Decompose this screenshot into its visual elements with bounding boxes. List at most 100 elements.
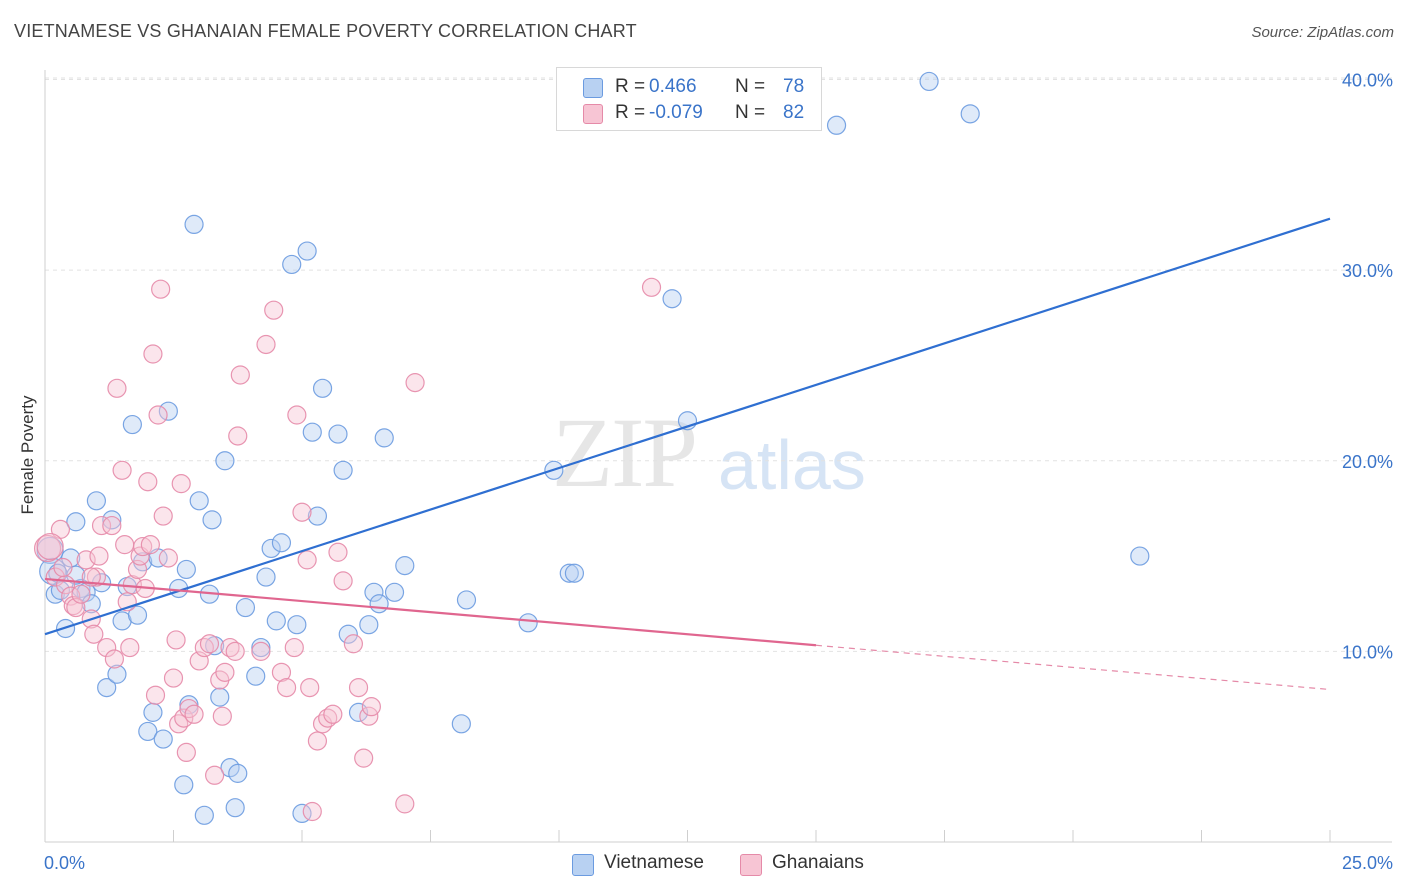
point-ghanaians [284,637,304,658]
point-vietnamese [1130,546,1150,566]
point-ghanaians [328,542,348,562]
legend-n-label: N = [735,76,766,97]
point-ghanaians [212,706,232,726]
point-ghanaians [163,668,184,688]
point-vietnamese [235,597,256,618]
bottom-legend-swatch-vietnamese [572,854,594,876]
point-vietnamese [174,775,194,795]
point-vietnamese [662,289,682,309]
legend-r-label: R = [615,76,646,97]
point-vietnamese [559,563,579,583]
point-ghanaians [153,506,173,526]
legend-n-value: 82 [783,102,805,123]
point-ghanaians [151,279,171,299]
point-vietnamese [328,424,348,444]
point-ghanaians [107,378,127,398]
watermark-zip: ZIP [552,397,698,508]
trend-line-vietnamese [44,217,1331,636]
y-tick-label: 20.0% [1342,452,1393,472]
point-vietnamese [122,414,142,435]
watermark-atlas: atlas [718,426,866,504]
point-ghanaians [102,515,122,536]
point-ghanaians [158,548,178,568]
point-ghanaians [271,662,292,682]
point-vietnamese [302,422,322,442]
point-ghanaians [145,685,166,705]
point-ghanaians [76,550,96,570]
point-vietnamese [97,677,117,698]
point-ghanaians [302,801,322,822]
point-ghanaians [112,460,132,480]
legend-n-value: 78 [783,76,805,97]
point-vietnamese [564,563,585,583]
legend-r-value: -0.079 [649,102,703,123]
point-ghanaians [215,662,235,682]
gridlines [45,77,1392,652]
point-ghanaians [174,708,194,728]
point-ghanaians [264,300,284,320]
correlation-legend: R = 0.466 N = 78 R = -0.079 N = 82 [556,67,822,131]
point-ghanaians [36,532,64,561]
point-ghanaians [307,731,328,751]
point-vietnamese [107,664,127,684]
point-vietnamese [138,721,158,742]
point-ghanaians [287,405,307,425]
legend-r-value: 0.466 [649,76,697,97]
point-ghanaians [89,546,109,566]
point-ghanaians [205,765,225,785]
point-ghanaians [300,677,320,698]
point-ghanaians [225,641,245,661]
point-ghanaians [148,405,168,425]
y-tick-label: 30.0% [1342,261,1393,281]
y-tick-label: 40.0% [1342,71,1393,91]
point-ghanaians [220,637,240,658]
point-vietnamese [86,491,107,511]
point-vietnamese [184,214,204,234]
point-vietnamese [225,798,245,818]
point-vietnamese [194,805,214,825]
point-ghanaians [194,637,214,658]
point-ghanaians [184,704,204,724]
point-ghanaians [104,649,124,669]
point-ghanaians [354,748,374,768]
point-ghanaians [405,373,425,393]
point-vietnamese [287,615,307,635]
source-note: Source: ZipAtlas.com [1251,24,1394,41]
point-vietnamese [158,401,178,421]
point-vietnamese [826,115,847,135]
point-ghanaians [33,534,62,563]
point-ghanaians [348,677,369,698]
point-vietnamese [374,428,394,448]
point-ghanaians [199,634,220,654]
point-ghanaians [318,708,338,728]
trend-line-ghanaians [44,577,817,647]
point-ghanaians [361,697,381,717]
point-ghanaians [323,704,343,724]
legend-swatch-vietnamese [583,78,603,98]
point-ghanaians [71,584,91,604]
point-vietnamese [919,71,939,92]
bottom-legend-swatch-ghanaians [740,854,762,876]
point-vietnamese [271,533,292,553]
point-vietnamese [228,763,248,783]
point-vietnamese [297,241,317,261]
point-vietnamese [456,590,477,610]
point-ghanaians [343,634,363,654]
point-vietnamese [256,567,276,587]
point-vietnamese [395,556,415,576]
point-vietnamese [189,491,209,511]
bottom-legend-label: Vietnamese [604,852,704,873]
point-ghanaians [230,365,250,385]
point-ghanaians [312,714,333,734]
point-ghanaians [138,472,158,492]
trend-lines [44,217,1331,691]
point-ghanaians [166,630,186,650]
point-vietnamese [960,104,980,124]
point-vietnamese [384,582,405,602]
point-ghanaians [171,474,191,494]
point-vietnamese [518,613,538,633]
point-ghanaians [143,344,163,364]
point-ghanaians [276,677,297,698]
point-ghanaians [45,567,65,587]
